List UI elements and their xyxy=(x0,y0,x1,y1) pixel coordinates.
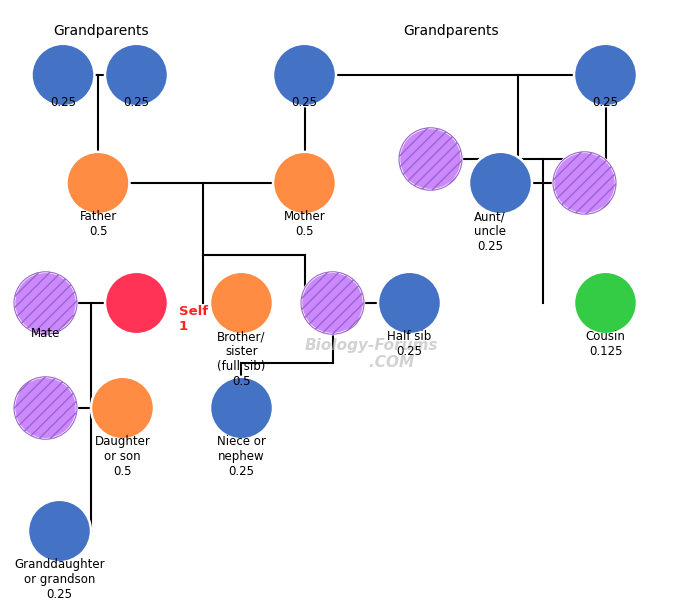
Text: Daughter
or son
0.5: Daughter or son 0.5 xyxy=(94,435,150,478)
Ellipse shape xyxy=(210,377,273,439)
Text: Cousin
0.125: Cousin 0.125 xyxy=(586,330,625,358)
Text: 0.25: 0.25 xyxy=(123,96,150,109)
Ellipse shape xyxy=(574,272,637,334)
Ellipse shape xyxy=(105,272,168,334)
Text: 0.25: 0.25 xyxy=(592,96,619,109)
Text: Niece or
nephew
0.25: Niece or nephew 0.25 xyxy=(217,435,266,478)
Text: Grandparents: Grandparents xyxy=(54,24,149,38)
Ellipse shape xyxy=(32,44,94,106)
Ellipse shape xyxy=(105,44,168,106)
Ellipse shape xyxy=(469,152,532,214)
Text: Father
0.5: Father 0.5 xyxy=(79,210,117,238)
Ellipse shape xyxy=(91,377,154,439)
Text: Biology-Forums
        .COM: Biology-Forums .COM xyxy=(304,338,438,370)
Ellipse shape xyxy=(399,128,462,190)
Ellipse shape xyxy=(378,272,441,334)
Ellipse shape xyxy=(273,152,336,214)
Ellipse shape xyxy=(66,152,130,214)
Ellipse shape xyxy=(210,272,273,334)
Ellipse shape xyxy=(28,500,91,562)
Text: Brother/
sister
(full sib)
0.5: Brother/ sister (full sib) 0.5 xyxy=(217,330,266,388)
Text: 0.25: 0.25 xyxy=(291,96,318,109)
Text: Self
1: Self 1 xyxy=(178,305,208,333)
Text: Aunt/
uncle
0.25: Aunt/ uncle 0.25 xyxy=(474,210,506,253)
Ellipse shape xyxy=(553,152,616,214)
Ellipse shape xyxy=(14,377,77,439)
Ellipse shape xyxy=(574,44,637,106)
Ellipse shape xyxy=(14,272,77,334)
Text: Mate: Mate xyxy=(31,327,60,340)
Ellipse shape xyxy=(301,272,364,334)
Text: Mother
0.5: Mother 0.5 xyxy=(284,210,326,238)
Ellipse shape xyxy=(273,44,336,106)
Text: Half sib
0.25: Half sib 0.25 xyxy=(387,330,432,358)
Text: Grandparents: Grandparents xyxy=(404,24,499,38)
Text: 0.25: 0.25 xyxy=(50,96,76,109)
Text: Granddaughter
or grandson
0.25: Granddaughter or grandson 0.25 xyxy=(14,558,105,600)
